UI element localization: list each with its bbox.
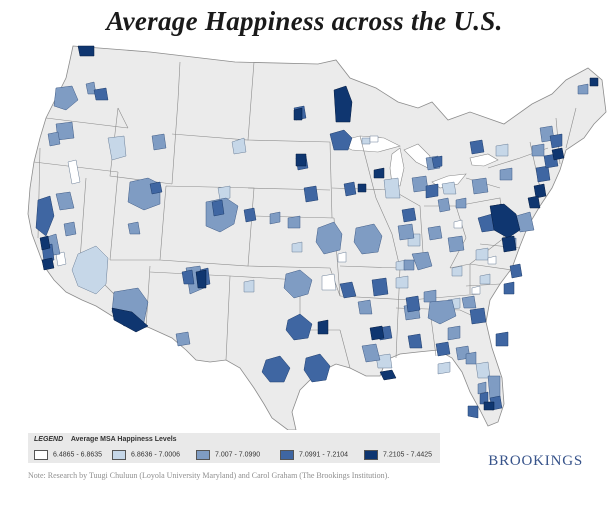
legend-item: 7.0991 - 7.2104 (280, 450, 348, 461)
legend-item: 7.2105 - 7.4425 (364, 450, 432, 461)
legend-title: Average MSA Happiness Levels (70, 436, 177, 443)
great-lakes (335, 135, 499, 189)
legend-range-label: 6.4865 - 6.8635 (53, 451, 103, 459)
brookings-logo: BROOKINGS (488, 453, 583, 469)
legend-swatch (196, 450, 210, 460)
legend-range-label: 6.8636 - 7.0006 (131, 451, 181, 459)
msa-class-4 (35, 87, 563, 419)
source-note: Note: Research by Tuugi Chuluun (Loyola … (28, 471, 390, 480)
legend-range-label: 7.007 - 7.0990 (215, 451, 261, 459)
msa-class-5 (39, 45, 599, 411)
legend-range-label: 7.0991 - 7.2104 (299, 451, 349, 459)
legend-swatch (34, 450, 48, 460)
msa-class-1 (55, 135, 497, 295)
legend-heading: LEGEND Average MSA Happiness Levels (34, 436, 177, 443)
legend-swatch (280, 450, 294, 460)
legend-label: LEGEND (34, 436, 64, 443)
legend-swatch (364, 450, 378, 460)
legend-item: 6.8636 - 7.0006 (112, 450, 180, 461)
us-map-svg (27, 45, 607, 431)
legend-swatch (112, 450, 126, 460)
map-legend: LEGEND Average MSA Happiness Levels 6.48… (28, 433, 440, 463)
us-map (0, 38, 609, 431)
legend-item: 6.4865 - 6.8635 (34, 450, 102, 461)
legend-item: 7.007 - 7.0990 (196, 450, 260, 461)
map-title: Average Happiness across the U.S. (106, 6, 503, 36)
legend-range-label: 7.2105 - 7.4425 (383, 451, 433, 459)
legend-items: 6.4865 - 6.8635 6.8636 - 7.0006 7.007 - 7.… (34, 450, 438, 461)
